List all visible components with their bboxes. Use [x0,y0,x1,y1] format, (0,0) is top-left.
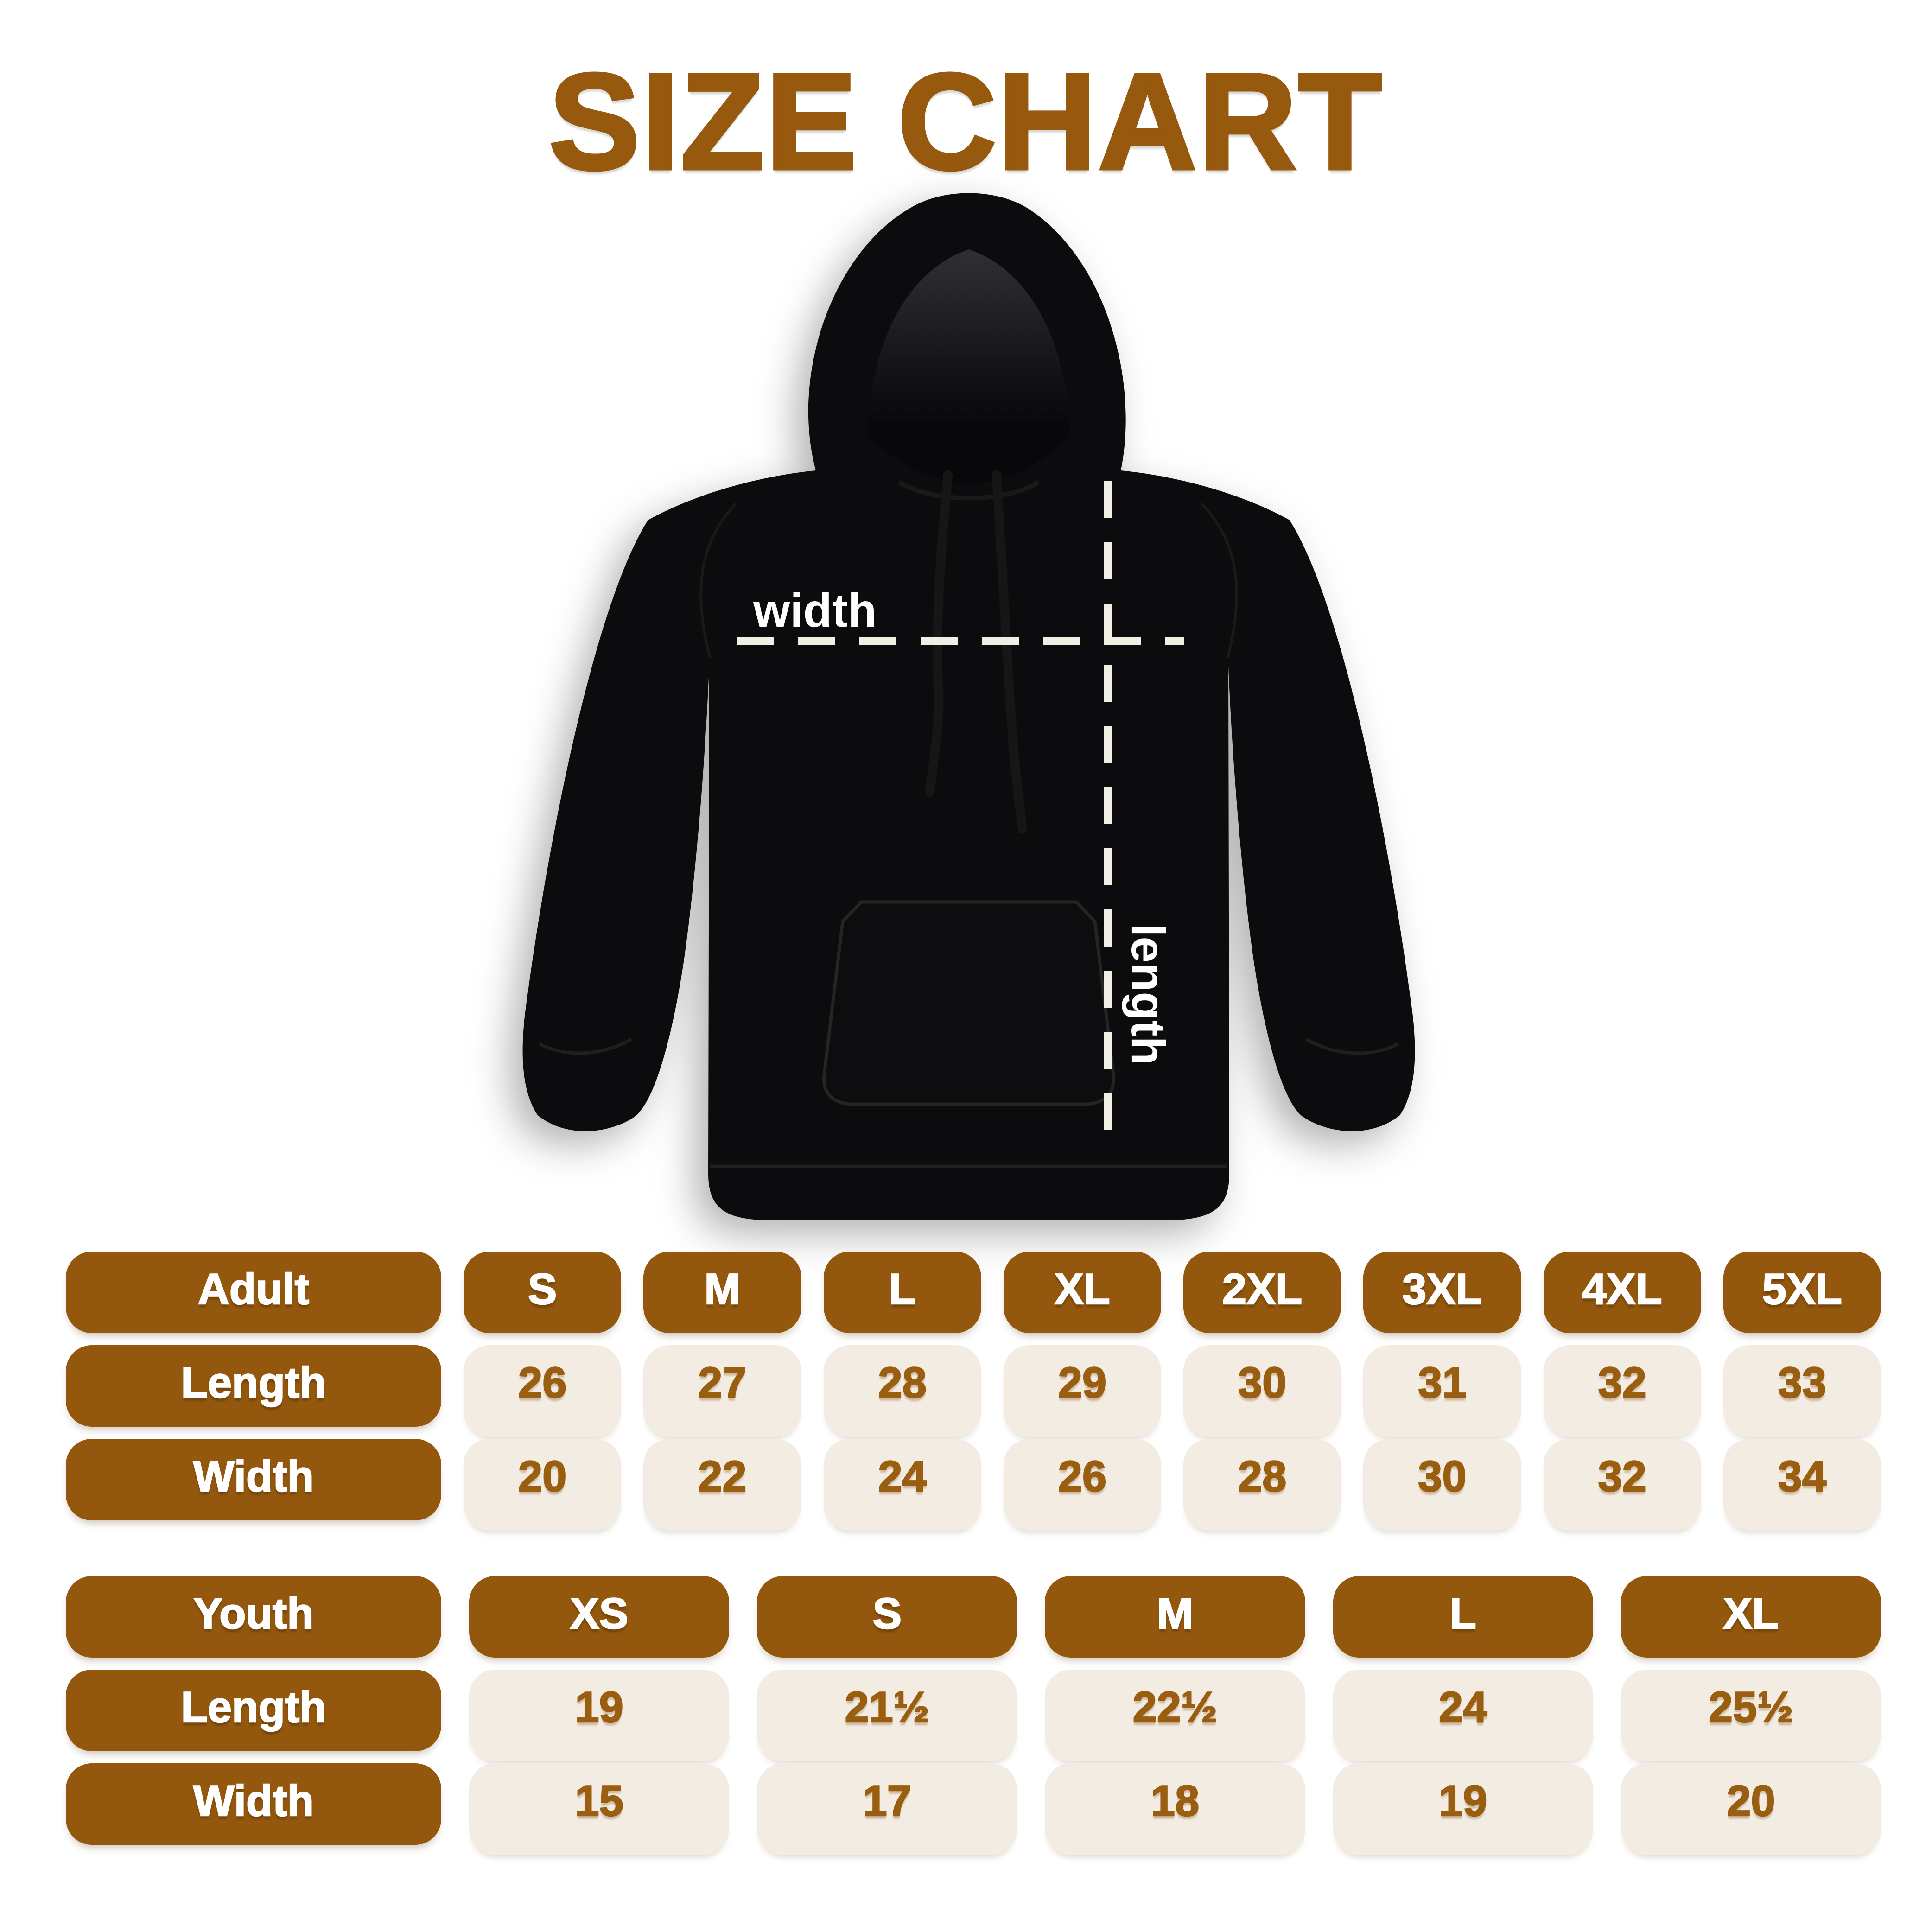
adult-size-pill-4xl: 4XL [1543,1252,1701,1333]
adult-size-pill-l: L [823,1252,981,1333]
youth-size-pill-m: M [1045,1576,1305,1658]
adult-length-label-pill: Length [66,1345,441,1427]
adult-width-value: 30 [1363,1439,1521,1531]
page-title: SIZE CHART [547,44,1384,200]
youth-length-value: 24 [1333,1670,1593,1761]
adult-width-value: 32 [1543,1439,1701,1531]
adult-length-value: 33 [1723,1345,1881,1437]
youth-size-pill-s: S [757,1576,1017,1658]
youth-length-value: 25½ [1621,1670,1881,1761]
length-label: length [1122,923,1175,1065]
youth-width-value: 18 [1045,1763,1305,1855]
youth-length-value: 19 [469,1670,730,1761]
adult-length-value: 31 [1363,1345,1521,1437]
youth-table-title-pill: Youth [66,1576,441,1658]
drawstring-right [992,470,1027,833]
adult-size-pill-m: M [643,1252,801,1333]
youth-width-value: 17 [757,1763,1017,1855]
hoodie-graphic: width length [522,193,1415,1220]
width-label: width [753,584,877,637]
youth-length-label-pill: Length [66,1670,441,1751]
collar-seam [898,480,1040,501]
cuff-seam-right [1305,1037,1399,1055]
adult-length-value: 29 [1003,1345,1161,1437]
adult-width-value: 26 [1003,1439,1161,1531]
youth-length-value: 22½ [1045,1670,1305,1761]
adult-length-value: 27 [643,1345,801,1437]
adult-width-value: 20 [464,1439,622,1531]
adult-length-value: 32 [1543,1345,1701,1437]
adult-length-value: 28 [823,1345,981,1437]
adult-width-value: 24 [823,1439,981,1531]
hoodie-image: width length [491,176,1446,1238]
adult-size-pill-s: S [464,1252,622,1333]
youth-size-table: Youth XS S M L XL Length 19 21½ 22½ 24 2… [66,1576,1881,1855]
adult-length-value: 30 [1183,1345,1341,1437]
adult-width-value: 28 [1183,1439,1341,1531]
hoodie-silhouette [522,193,1415,1220]
adult-table-title-pill: Adult [66,1252,441,1333]
adult-size-pill-2xl: 2XL [1183,1252,1341,1333]
kangaroo-pocket [822,900,1115,1106]
adult-size-pill-3xl: 3XL [1363,1252,1521,1333]
youth-length-value: 21½ [757,1670,1017,1761]
youth-width-value: 20 [1621,1763,1881,1855]
youth-size-pill-xl: XL [1621,1576,1881,1658]
adult-width-label-pill: Width [66,1439,441,1520]
cuff-seam-left [539,1037,632,1055]
adult-size-pill-5xl: 5XL [1723,1252,1881,1333]
youth-width-value: 15 [469,1763,730,1855]
armhole-seam-right [1200,502,1238,659]
adult-width-value: 34 [1723,1439,1881,1531]
adult-size-table: Adult S M L XL 2XL 3XL 4XL 5XL Length 26… [66,1252,1881,1531]
youth-width-label-pill: Width [66,1763,441,1845]
youth-size-pill-l: L [1333,1576,1593,1658]
adult-length-value: 26 [464,1345,622,1437]
youth-size-pill-xs: XS [469,1576,730,1658]
adult-size-pill-xl: XL [1003,1252,1161,1333]
hood-interior [868,249,1070,484]
youth-width-value: 19 [1333,1763,1593,1855]
drawstring-left [925,470,953,797]
adult-width-value: 22 [643,1439,801,1531]
armhole-seam-left [699,502,737,659]
